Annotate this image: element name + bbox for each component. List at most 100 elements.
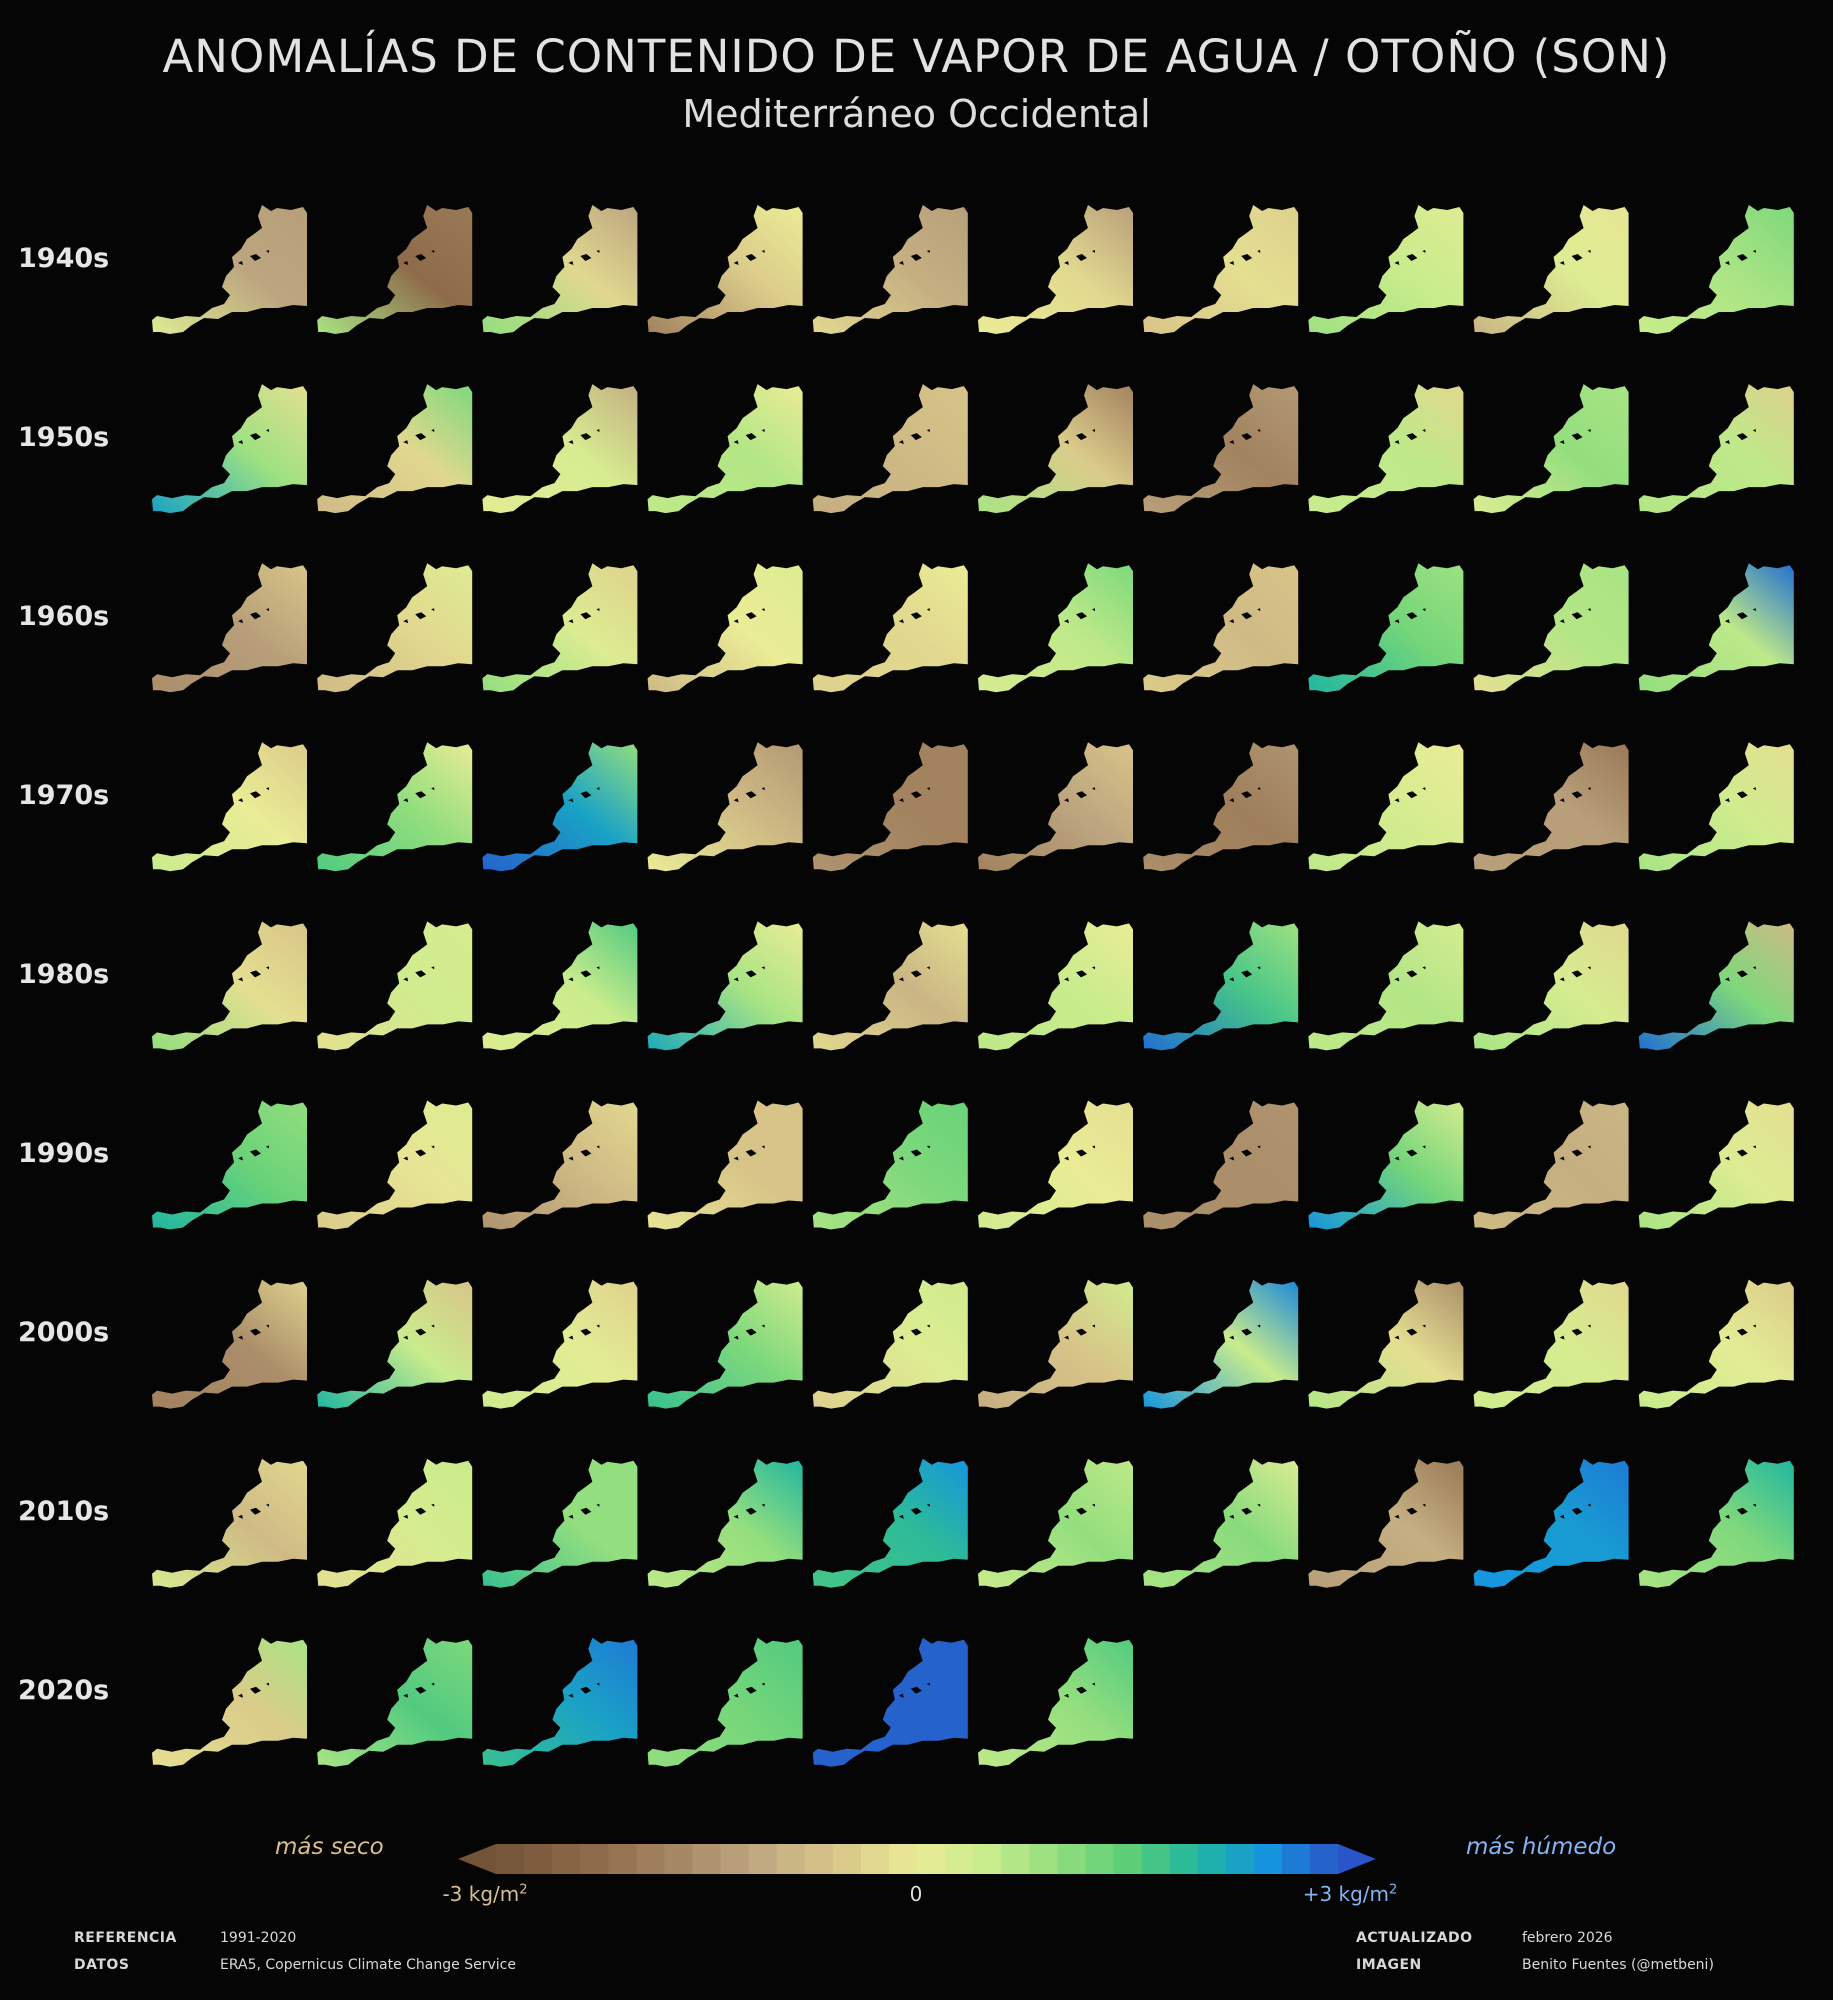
colorbar-bin-3 xyxy=(580,1844,609,1874)
colorbar xyxy=(458,1844,1376,1874)
colorbar-bin-22 xyxy=(1113,1844,1143,1874)
anomaly-map-2000s-3 xyxy=(647,1279,803,1409)
anomaly-map-1960s-1 xyxy=(317,563,473,693)
anomaly-map-1960s-2 xyxy=(482,563,638,693)
colorbar-zero-label: 0 xyxy=(909,1882,923,1906)
colorbar-bin-7 xyxy=(692,1844,722,1874)
anomaly-map-1960s-8 xyxy=(1473,563,1629,693)
anomaly-map-1980s-4 xyxy=(812,921,968,1051)
anomaly-map-2000s-2 xyxy=(482,1279,638,1409)
anomaly-map-1940s-9 xyxy=(1638,205,1794,334)
anomaly-map-1970s-6 xyxy=(1143,742,1299,872)
colorbar-dry-arrow xyxy=(458,1844,496,1874)
anomaly-map-2020s-3 xyxy=(647,1637,803,1767)
anomaly-map-1940s-8 xyxy=(1473,205,1629,334)
colorbar-bin-20 xyxy=(1057,1844,1086,1874)
anomaly-map-1990s-5 xyxy=(978,1100,1133,1230)
colorbar-bin-25 xyxy=(1197,1844,1227,1874)
anomaly-map-1990s-9 xyxy=(1638,1100,1794,1230)
anomaly-map-1980s-6 xyxy=(1143,921,1299,1051)
legend-dry-label: más seco xyxy=(275,1834,384,1860)
anomaly-map-1980s-2 xyxy=(482,921,638,1051)
decade-label-2020s: 2020s xyxy=(18,1675,110,1706)
anomaly-map-1970s-5 xyxy=(978,742,1133,872)
footer-updated-label: ACTUALIZADO xyxy=(1356,1930,1473,1946)
colorbar-bin-0 xyxy=(496,1844,525,1874)
anomaly-map-2000s-0 xyxy=(152,1279,307,1409)
anomaly-map-2020s-0 xyxy=(152,1637,307,1767)
chart-title: ANOMALÍAS DE CONTENIDO DE VAPOR DE AGUA … xyxy=(162,30,1671,83)
anomaly-map-1990s-0 xyxy=(152,1100,307,1230)
anomaly-map-1960s-9 xyxy=(1638,563,1794,693)
anomaly-map-1940s-7 xyxy=(1308,205,1464,334)
anomaly-map-1990s-4 xyxy=(812,1100,968,1230)
colorbar-bin-16 xyxy=(945,1844,974,1874)
anomaly-map-2010s-3 xyxy=(647,1458,803,1588)
anomaly-map-2020s-5 xyxy=(978,1637,1133,1767)
decade-label-1940s: 1940s xyxy=(18,243,110,274)
anomaly-map-1950s-5 xyxy=(978,384,1133,514)
anomaly-map-1950s-3 xyxy=(647,384,803,514)
anomaly-map-1970s-4 xyxy=(812,742,968,872)
anomaly-map-1990s-7 xyxy=(1308,1100,1464,1230)
anomaly-map-1990s-6 xyxy=(1143,1100,1299,1230)
colorbar-bin-5 xyxy=(636,1844,665,1874)
anomaly-map-2000s-1 xyxy=(317,1279,473,1409)
colorbar-bin-9 xyxy=(748,1844,778,1874)
anomaly-map-2010s-2 xyxy=(482,1458,638,1588)
anomaly-map-1950s-6 xyxy=(1143,384,1299,514)
colorbar-bin-10 xyxy=(776,1844,806,1874)
footer-image-value: Benito Fuentes (@metbeni) xyxy=(1522,1957,1714,1973)
anomaly-map-1970s-8 xyxy=(1473,742,1629,872)
decade-label-1950s: 1950s xyxy=(18,422,110,453)
colorbar-bin-2 xyxy=(552,1844,581,1874)
anomaly-map-1940s-6 xyxy=(1143,205,1299,334)
anomaly-map-1990s-8 xyxy=(1473,1100,1629,1230)
anomaly-map-1940s-5 xyxy=(978,205,1133,334)
colorbar-bin-18 xyxy=(1001,1844,1030,1874)
anomaly-map-2010s-6 xyxy=(1143,1458,1299,1588)
anomaly-map-2010s-8 xyxy=(1473,1458,1629,1588)
colorbar-max-label: +3 kg/m2 xyxy=(1302,1882,1398,1906)
anomaly-map-1970s-7 xyxy=(1308,742,1464,872)
footer-image-label: IMAGEN xyxy=(1356,1957,1422,1973)
anomaly-map-1950s-7 xyxy=(1308,384,1464,514)
anomaly-map-2020s-1 xyxy=(317,1637,473,1767)
anomaly-map-1980s-8 xyxy=(1473,921,1629,1051)
anomaly-map-1960s-7 xyxy=(1308,563,1464,693)
anomaly-map-1940s-3 xyxy=(647,205,803,334)
anomaly-map-1950s-9 xyxy=(1638,384,1794,514)
anomaly-map-1940s-4 xyxy=(812,205,968,334)
decade-label-1960s: 1960s xyxy=(18,601,110,632)
anomaly-map-1970s-1 xyxy=(317,742,473,872)
anomaly-map-1960s-5 xyxy=(978,563,1133,693)
colorbar-bin-4 xyxy=(608,1844,637,1874)
colorbar-bin-12 xyxy=(832,1844,862,1874)
colorbar-bin-19 xyxy=(1029,1844,1058,1874)
anomaly-map-1950s-4 xyxy=(812,384,968,514)
anomaly-map-1960s-4 xyxy=(812,563,968,693)
anomaly-map-1950s-8 xyxy=(1473,384,1629,514)
anomaly-map-1990s-2 xyxy=(482,1100,638,1230)
colorbar-bin-13 xyxy=(860,1844,890,1874)
anomaly-map-1980s-7 xyxy=(1308,921,1464,1051)
anomaly-map-1960s-3 xyxy=(647,563,803,693)
anomaly-map-2010s-9 xyxy=(1638,1458,1794,1588)
anomaly-map-1990s-1 xyxy=(317,1100,473,1230)
anomaly-map-grid xyxy=(152,205,1794,1767)
anomaly-map-1970s-0 xyxy=(152,742,307,872)
anomaly-map-2000s-6 xyxy=(1143,1279,1299,1409)
anomaly-map-1940s-1 xyxy=(317,205,473,334)
colorbar-bin-23 xyxy=(1141,1844,1171,1874)
anomaly-map-2010s-5 xyxy=(978,1458,1133,1588)
anomaly-map-1940s-0 xyxy=(152,205,307,334)
decade-label-1970s: 1970s xyxy=(18,780,110,811)
anomaly-map-1960s-0 xyxy=(152,563,307,693)
anomaly-map-2010s-0 xyxy=(152,1458,307,1588)
anomaly-map-1990s-3 xyxy=(647,1100,803,1230)
colorbar-bin-15 xyxy=(917,1844,946,1874)
anomaly-map-1970s-3 xyxy=(647,742,803,872)
anomaly-map-1980s-9 xyxy=(1638,921,1794,1051)
anomaly-map-1980s-5 xyxy=(978,921,1133,1051)
anomaly-map-1950s-2 xyxy=(482,384,638,514)
